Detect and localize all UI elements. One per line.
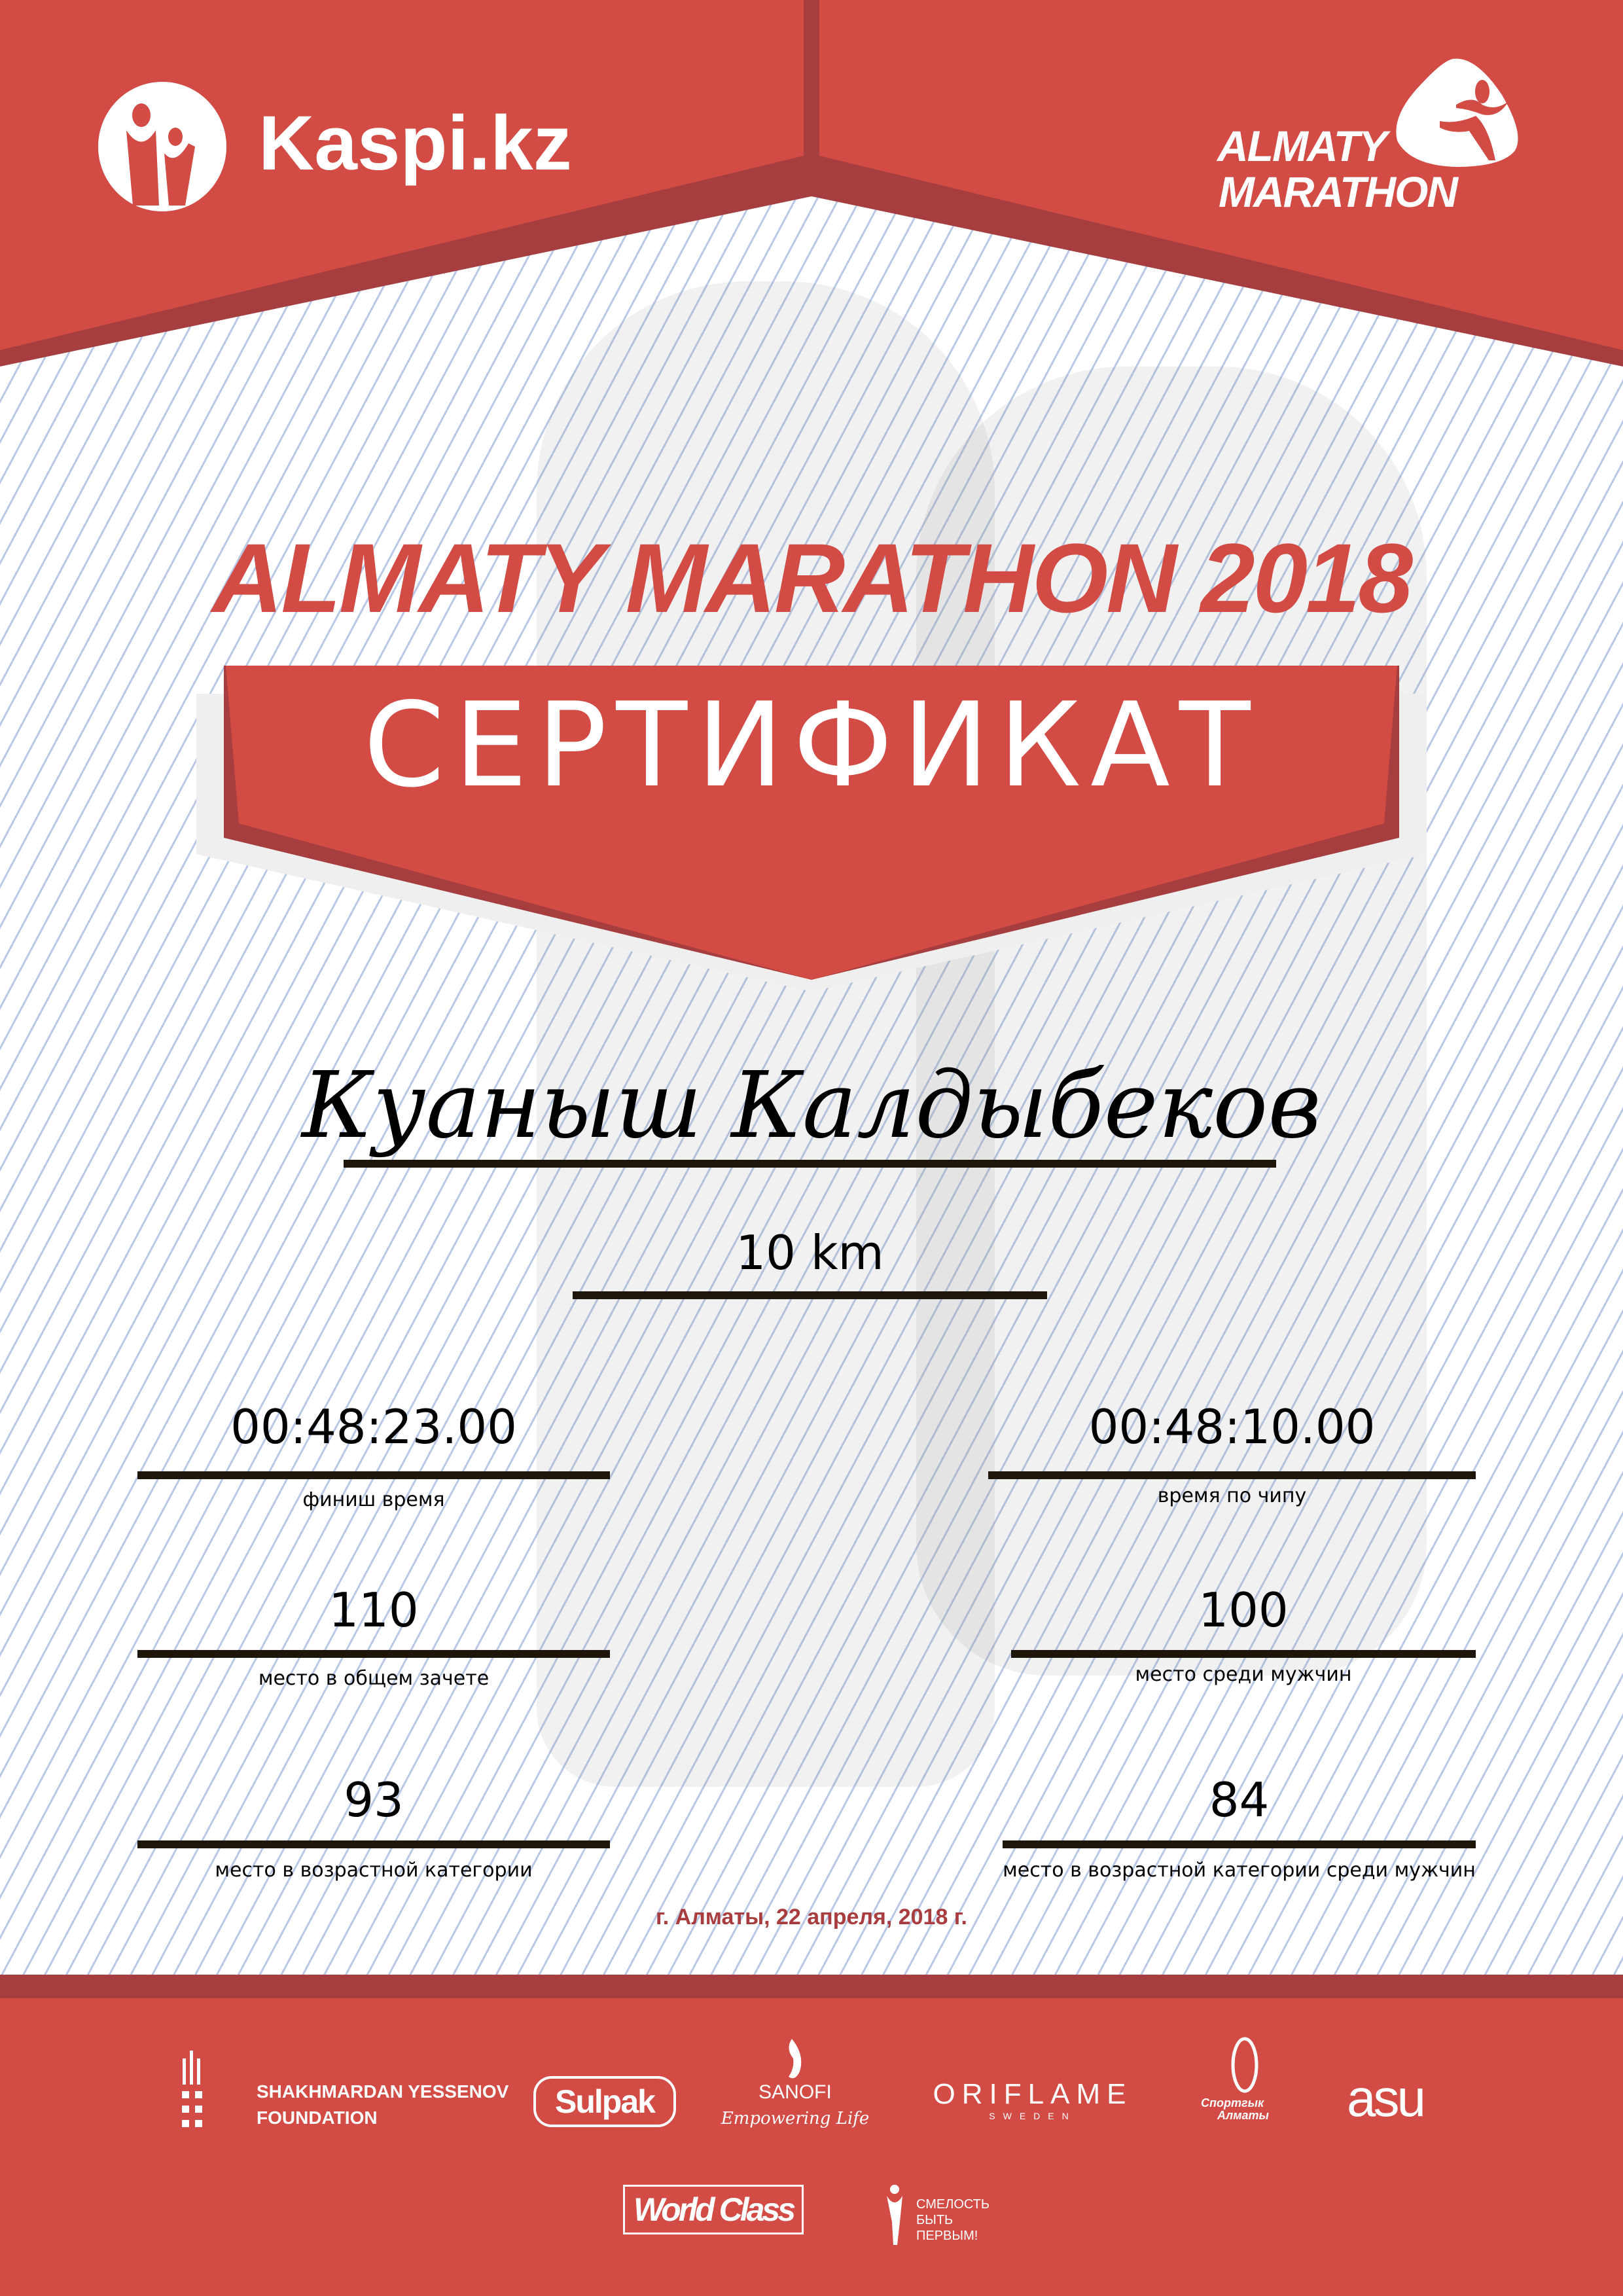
almaty-marathon-logo-line2: MARATHON (1219, 168, 1458, 216)
sport-almaty-line2: Алматы (1217, 2109, 1269, 2122)
participant-name: Куаныш Калдыбеков (302, 1052, 1321, 1159)
distance-underline (573, 1291, 1047, 1299)
overall-place-underline (137, 1650, 610, 1658)
almaty-marathon-logo-line1: ALMATY (1217, 122, 1387, 170)
certificate-ribbon (196, 666, 1427, 992)
chip-time-value: 00:48:10.00 (1088, 1399, 1376, 1454)
sanofi-icon (789, 2039, 802, 2079)
age-men-place-underline (1003, 1840, 1476, 1848)
background-pattern (0, 0, 1623, 1996)
age-men-place-label: место в возрастной категории среди мужчи… (1003, 1859, 1476, 1882)
overall-place-value: 110 (329, 1583, 419, 1638)
sport-almaty-line1: Спортгык (1201, 2096, 1264, 2109)
smelost-line2: БЫТЬ (916, 2213, 954, 2227)
smelost-line3: ПЕРВЫМ! (916, 2229, 978, 2243)
finish-time-underline (137, 1471, 610, 1479)
kaspi-logo-text: Kaspi.kz (259, 100, 572, 187)
men-place-value: 100 (1198, 1583, 1289, 1638)
event-title: ALMATY MARATHON 2018 (212, 523, 1413, 633)
runners-photo-2 (916, 367, 1427, 1676)
footer (0, 1998, 1623, 2296)
sanofi-tagline: Empowering Life (721, 2109, 870, 2128)
worldclass-logo: World Class (623, 2185, 804, 2234)
finish-time-label: финиш время (302, 1488, 445, 1511)
certificate-heading: СЕРТИФИКАТ (363, 677, 1260, 813)
distance-value: 10 km (736, 1225, 884, 1280)
chip-time-label: время по чипу (1157, 1484, 1307, 1507)
kaspi-logo-icon (98, 82, 226, 211)
almaty-marathon-runner-icon (1396, 58, 1518, 167)
yessenov-foundation-icon (182, 2051, 202, 2127)
smelost-line1: СМЕЛОСТЬ (916, 2197, 990, 2212)
oriflame-sub: SWEDEN (989, 2111, 1077, 2121)
asu-logo: asu (1347, 2069, 1426, 2127)
age-place-underline (137, 1840, 610, 1848)
chip-time-underline (988, 1471, 1476, 1479)
age-men-place-value: 84 (1209, 1772, 1270, 1827)
sanofi-logo: SANOFI (758, 2081, 832, 2103)
oriflame-logo: ORIFLAME (933, 2078, 1133, 2110)
runners-photo (537, 281, 995, 1787)
age-place-value: 93 (344, 1772, 404, 1827)
sulpak-logo: Sulpak (533, 2076, 676, 2127)
men-place-label: место среди мужчин (1135, 1663, 1352, 1686)
yessenov-logo-line2: FOUNDATION (257, 2108, 378, 2128)
finish-time-value: 00:48:23.00 (230, 1399, 517, 1454)
smelost-runner-icon (887, 2185, 902, 2245)
date-place: г. Алматы, 22 апреля, 2018 г. (656, 1905, 967, 1929)
sport-almaty-emblem-icon (1231, 2037, 1258, 2093)
men-place-underline (1011, 1650, 1476, 1658)
yessenov-logo-line1: SHAKHMARDAN YESSENOV (257, 2081, 509, 2102)
footer-band-dark (0, 1975, 1623, 1998)
age-place-label: место в возрастной категории (215, 1859, 533, 1882)
name-underline (344, 1160, 1276, 1168)
overall-place-label: место в общем зачете (258, 1667, 490, 1690)
